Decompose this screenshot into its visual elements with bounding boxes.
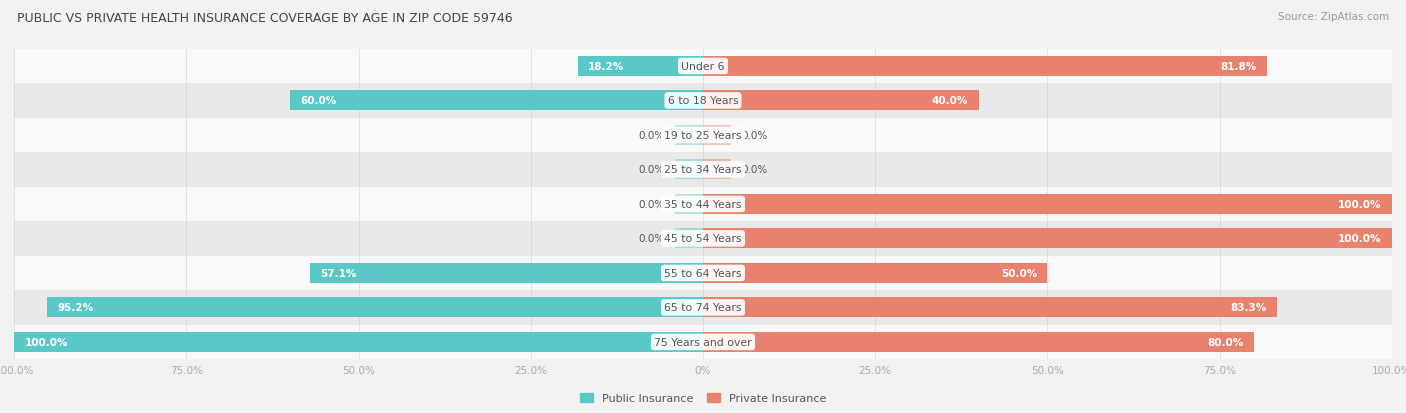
Text: 6 to 18 Years: 6 to 18 Years: [668, 96, 738, 106]
Text: 0.0%: 0.0%: [638, 131, 665, 140]
Text: 35 to 44 Years: 35 to 44 Years: [664, 199, 742, 209]
Text: 0.0%: 0.0%: [741, 165, 768, 175]
Bar: [14, 325, 1392, 359]
Text: 0.0%: 0.0%: [638, 165, 665, 175]
Text: 65 to 74 Years: 65 to 74 Years: [664, 303, 742, 313]
Bar: [675, 195, 703, 214]
Text: Source: ZipAtlas.com: Source: ZipAtlas.com: [1278, 12, 1389, 22]
Text: 81.8%: 81.8%: [1220, 62, 1256, 72]
Bar: [14, 332, 703, 352]
Text: 75 Years and over: 75 Years and over: [654, 337, 752, 347]
Text: 80.0%: 80.0%: [1208, 337, 1244, 347]
Bar: [703, 263, 1047, 283]
Legend: Public Insurance, Private Insurance: Public Insurance, Private Insurance: [579, 393, 827, 404]
Bar: [703, 229, 1392, 249]
Bar: [14, 153, 1392, 187]
Text: 50.0%: 50.0%: [1001, 268, 1038, 278]
Bar: [14, 84, 1392, 119]
Bar: [290, 91, 703, 111]
Text: 100.0%: 100.0%: [1339, 234, 1382, 244]
Bar: [703, 332, 1254, 352]
Bar: [14, 50, 1392, 84]
Bar: [48, 298, 703, 318]
Bar: [578, 57, 703, 77]
Text: 0.0%: 0.0%: [638, 234, 665, 244]
Bar: [703, 160, 731, 180]
Bar: [703, 195, 1392, 214]
Text: 0.0%: 0.0%: [741, 131, 768, 140]
Text: 19 to 25 Years: 19 to 25 Years: [664, 131, 742, 140]
Text: 40.0%: 40.0%: [932, 96, 969, 106]
Bar: [14, 187, 1392, 222]
Bar: [14, 222, 1392, 256]
Text: 83.3%: 83.3%: [1230, 303, 1267, 313]
Bar: [703, 126, 731, 146]
Bar: [675, 160, 703, 180]
Text: 57.1%: 57.1%: [321, 268, 356, 278]
Bar: [309, 263, 703, 283]
Text: 95.2%: 95.2%: [58, 303, 94, 313]
Text: 0.0%: 0.0%: [638, 199, 665, 209]
Text: 100.0%: 100.0%: [1339, 199, 1382, 209]
Text: Under 6: Under 6: [682, 62, 724, 72]
Bar: [14, 119, 1392, 153]
Bar: [703, 298, 1277, 318]
Text: PUBLIC VS PRIVATE HEALTH INSURANCE COVERAGE BY AGE IN ZIP CODE 59746: PUBLIC VS PRIVATE HEALTH INSURANCE COVER…: [17, 12, 513, 25]
Text: 25 to 34 Years: 25 to 34 Years: [664, 165, 742, 175]
Bar: [675, 229, 703, 249]
Bar: [14, 256, 1392, 290]
Bar: [675, 126, 703, 146]
Bar: [703, 57, 1267, 77]
Text: 55 to 64 Years: 55 to 64 Years: [664, 268, 742, 278]
Text: 18.2%: 18.2%: [588, 62, 624, 72]
Bar: [14, 290, 1392, 325]
Bar: [703, 91, 979, 111]
Text: 100.0%: 100.0%: [24, 337, 67, 347]
Text: 60.0%: 60.0%: [299, 96, 336, 106]
Text: 45 to 54 Years: 45 to 54 Years: [664, 234, 742, 244]
